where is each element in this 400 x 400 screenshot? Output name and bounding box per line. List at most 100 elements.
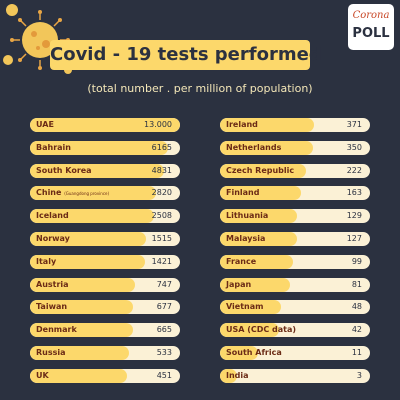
bar-value: 3 xyxy=(356,370,362,380)
bar-label: Netherlands xyxy=(226,141,281,155)
bar-fill xyxy=(30,209,154,224)
bar-value: 13.000 xyxy=(144,120,172,129)
bar-value: 129 xyxy=(346,211,362,221)
chart-subtitle: (total number . per million of populatio… xyxy=(87,82,313,95)
bar-category: Norway xyxy=(36,233,70,243)
bar-label: Iceland xyxy=(36,209,69,223)
bar-row: UK 451 xyxy=(30,368,180,383)
bar-category: Russia xyxy=(36,347,66,357)
left-column-bars: UAE 13.000 Bahrain 6165 South Korea 4831 Chine… xyxy=(30,118,180,392)
bar-category: Lithuania xyxy=(226,211,269,221)
bar-fill xyxy=(30,118,180,132)
bar-fill xyxy=(220,323,280,338)
bar-row: France 99 xyxy=(220,254,370,269)
bar-label: Malaysia xyxy=(226,232,265,246)
bar-fill xyxy=(220,118,314,132)
bar-row: Malaysia 127 xyxy=(220,231,370,246)
bar-fill xyxy=(30,368,127,383)
bar-category: France xyxy=(226,256,257,266)
bar-row: Iceland 2508 xyxy=(30,209,180,224)
bar-category: Austria xyxy=(36,279,69,289)
bar-fill xyxy=(220,140,313,155)
bar-fill xyxy=(30,323,133,338)
bar-label: Russia xyxy=(36,346,66,360)
bar-value: 533 xyxy=(156,347,172,357)
bar-row: Bahrain 6165 xyxy=(30,140,180,155)
bar-category: Malaysia xyxy=(226,233,266,243)
bar-label: Czech Republic xyxy=(226,164,294,178)
bar-label: Japan xyxy=(226,278,251,292)
bar-value: 48 xyxy=(351,302,362,312)
bar-category: Vietnam xyxy=(226,302,264,312)
bar-value: 665 xyxy=(156,325,172,335)
bar-label: Norway xyxy=(36,232,70,246)
bar-row: Czech Republic 222 xyxy=(220,163,370,178)
bar-fill xyxy=(30,231,146,246)
bar-label: France xyxy=(226,255,256,269)
bar-fill xyxy=(220,231,297,246)
bar-fill xyxy=(30,300,134,315)
bar-label: India xyxy=(226,369,249,383)
bar-category: UK xyxy=(36,370,49,380)
bar-value: 163 xyxy=(346,188,362,198)
title-banner xyxy=(50,40,310,70)
bar-fill xyxy=(30,254,145,269)
bar-row: Finland 163 xyxy=(220,186,370,201)
bar-value: 1515 xyxy=(151,233,172,243)
logo-line-2: POLL xyxy=(352,26,390,41)
bar-category: Denmark xyxy=(36,325,77,335)
bar-fill xyxy=(220,300,282,315)
bar-label: Bahrain xyxy=(36,141,71,155)
bar-row: Italy 1421 xyxy=(30,254,180,269)
chart-title: Covid - 19 tests performed xyxy=(50,44,322,65)
bar-label: South Korea xyxy=(36,164,92,178)
bar-label: Finland xyxy=(226,186,259,200)
bar-value: 4831 xyxy=(151,165,172,175)
bar-fill xyxy=(220,277,290,292)
bar-category: Czech Republic xyxy=(226,165,295,175)
bar-row: Chine (Guangdong province) 2820 xyxy=(30,186,180,201)
bar-value: 222 xyxy=(346,165,362,175)
bar-value: 451 xyxy=(156,370,172,380)
bar-value: 81 xyxy=(351,279,362,289)
corona-poll-logo: Corona POLL xyxy=(348,4,394,50)
bar-fill xyxy=(30,140,169,155)
bar-category: Ireland xyxy=(226,120,258,129)
bar-category: Netherlands xyxy=(226,142,282,152)
bar-category: USA (CDC data) xyxy=(226,325,297,335)
bar-value: 677 xyxy=(156,302,172,312)
bar-fill xyxy=(30,163,165,178)
bar-category: India xyxy=(226,370,249,380)
bar-fill xyxy=(220,209,297,224)
bar-value: 350 xyxy=(346,142,362,152)
bar-row: Lithuania 129 xyxy=(220,209,370,224)
bar-fill xyxy=(30,277,135,292)
bar-row: Japan 81 xyxy=(220,277,370,292)
bar-row: UAE 13.000 xyxy=(30,118,180,132)
bar-row: South Korea 4831 xyxy=(30,163,180,178)
bar-label: South Africa xyxy=(226,346,282,360)
bar-value: 371 xyxy=(346,120,362,129)
bar-category: UAE xyxy=(36,120,54,129)
bar-label: UK xyxy=(36,369,49,383)
bar-category: Finland xyxy=(226,188,260,198)
bar-value: 1421 xyxy=(151,256,172,266)
bar-row: USA (CDC data) 42 xyxy=(220,323,370,338)
bar-fill xyxy=(220,254,293,269)
bar-fill xyxy=(30,186,156,201)
bar-value: 99 xyxy=(351,256,362,266)
bar-label: Lithuania xyxy=(226,209,268,223)
bar-label: Austria xyxy=(36,278,69,292)
bar-category: Japan xyxy=(226,279,252,289)
bar-row: Taiwan 677 xyxy=(30,300,180,315)
logo-line-1: Corona xyxy=(352,10,390,21)
bar-category: Iceland xyxy=(36,211,69,221)
bar-category: Bahrain xyxy=(36,142,71,152)
bar-category: South Africa xyxy=(226,347,282,357)
bar-category: Taiwan xyxy=(36,302,68,312)
bar-label: USA (CDC data) xyxy=(226,323,296,337)
bar-fill xyxy=(220,368,238,383)
bar-row: Netherlands 350 xyxy=(220,140,370,155)
bar-fill xyxy=(220,345,258,360)
bar-row: Denmark 665 xyxy=(30,323,180,338)
